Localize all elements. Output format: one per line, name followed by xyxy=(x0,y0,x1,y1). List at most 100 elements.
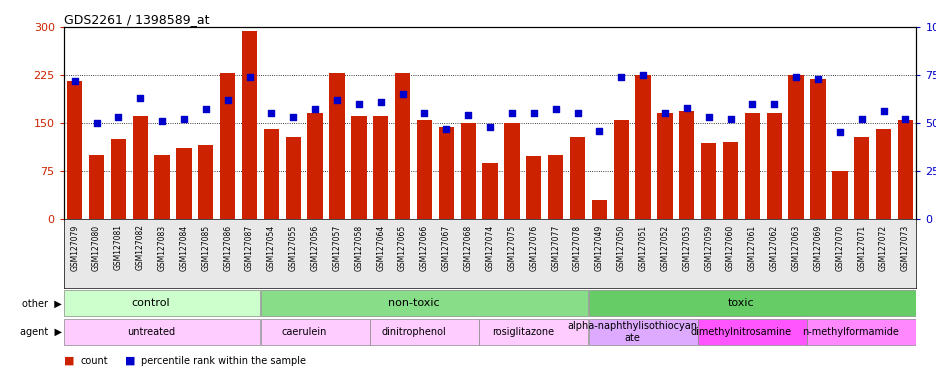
Text: GSM127050: GSM127050 xyxy=(616,224,625,271)
Bar xyxy=(831,171,846,219)
Point xyxy=(89,120,104,126)
Point xyxy=(854,116,869,122)
Text: n-methylformamide: n-methylformamide xyxy=(801,327,899,337)
Bar xyxy=(875,129,890,219)
Bar xyxy=(525,156,541,219)
Text: GSM127070: GSM127070 xyxy=(835,224,843,271)
Text: ■: ■ xyxy=(64,356,74,366)
Bar xyxy=(110,139,125,219)
Point xyxy=(264,110,279,116)
Text: GSM127067: GSM127067 xyxy=(442,224,450,271)
Point xyxy=(438,126,453,132)
Bar xyxy=(176,149,191,219)
Bar xyxy=(263,129,279,219)
Text: GSM127055: GSM127055 xyxy=(288,224,298,271)
Point xyxy=(482,124,497,130)
Bar xyxy=(635,75,650,219)
Point xyxy=(613,74,628,80)
Text: ■: ■ xyxy=(124,356,135,366)
Text: GDS2261 / 1398589_at: GDS2261 / 1398589_at xyxy=(64,13,209,26)
Bar xyxy=(613,120,628,219)
Bar xyxy=(548,155,563,219)
Bar xyxy=(307,113,322,219)
Text: GSM127049: GSM127049 xyxy=(594,224,603,271)
Point xyxy=(875,108,890,114)
Bar xyxy=(417,120,431,219)
Text: GSM127059: GSM127059 xyxy=(704,224,712,271)
Bar xyxy=(853,137,869,219)
Text: GSM127077: GSM127077 xyxy=(550,224,560,271)
Point xyxy=(176,116,191,122)
Bar xyxy=(504,123,519,219)
Bar xyxy=(64,290,260,316)
Point xyxy=(351,101,366,107)
Point xyxy=(373,99,388,105)
Text: GSM127062: GSM127062 xyxy=(769,224,778,271)
Text: dinitrophenol: dinitrophenol xyxy=(381,327,446,337)
Bar xyxy=(897,120,912,219)
Bar xyxy=(700,143,715,219)
Text: GSM127073: GSM127073 xyxy=(900,224,909,271)
Bar xyxy=(133,116,148,219)
Point xyxy=(285,114,300,120)
Text: GSM127053: GSM127053 xyxy=(681,224,691,271)
Text: GSM127076: GSM127076 xyxy=(529,224,537,271)
Text: GSM127063: GSM127063 xyxy=(791,224,799,271)
Text: toxic: toxic xyxy=(727,298,754,308)
Bar xyxy=(810,79,825,219)
Point xyxy=(198,106,213,113)
Point xyxy=(241,74,256,80)
Text: count: count xyxy=(80,356,108,366)
Text: dimethylnitrosamine: dimethylnitrosamine xyxy=(690,327,791,337)
Bar xyxy=(394,73,410,219)
Text: alpha-naphthylisothiocyan
ate: alpha-naphthylisothiocyan ate xyxy=(566,321,696,343)
Point xyxy=(395,91,410,97)
Bar xyxy=(744,113,759,219)
Text: GSM127085: GSM127085 xyxy=(201,224,210,271)
Point xyxy=(766,101,781,107)
Text: GSM127072: GSM127072 xyxy=(878,224,887,271)
Text: GSM127084: GSM127084 xyxy=(180,224,188,271)
Text: rosiglitazone: rosiglitazone xyxy=(491,327,553,337)
Bar xyxy=(351,116,366,219)
Bar xyxy=(591,200,607,219)
Point xyxy=(810,76,825,82)
Bar xyxy=(329,73,344,219)
Bar xyxy=(479,319,588,345)
Text: GSM127052: GSM127052 xyxy=(660,224,668,271)
Text: GSM127051: GSM127051 xyxy=(638,224,647,271)
Point xyxy=(307,106,322,113)
Text: GSM127061: GSM127061 xyxy=(747,224,756,271)
Point xyxy=(635,72,650,78)
Point xyxy=(329,97,344,103)
Bar xyxy=(679,111,694,219)
Text: GSM127071: GSM127071 xyxy=(856,224,865,271)
Bar xyxy=(787,75,803,219)
Bar xyxy=(807,319,915,345)
Text: GSM127083: GSM127083 xyxy=(157,224,167,271)
Point xyxy=(417,110,431,116)
Text: GSM127082: GSM127082 xyxy=(136,224,144,270)
Bar xyxy=(220,73,235,219)
Text: control: control xyxy=(132,298,170,308)
Bar xyxy=(285,137,300,219)
Bar xyxy=(89,155,104,219)
Text: GSM127080: GSM127080 xyxy=(92,224,101,271)
Text: non-toxic: non-toxic xyxy=(388,298,439,308)
Point xyxy=(657,110,672,116)
Point xyxy=(504,110,519,116)
Point xyxy=(133,95,148,101)
Text: agent  ▶: agent ▶ xyxy=(20,327,62,337)
Text: GSM127066: GSM127066 xyxy=(419,224,429,271)
Point xyxy=(723,116,738,122)
Point xyxy=(569,110,584,116)
Text: GSM127078: GSM127078 xyxy=(573,224,581,271)
Text: percentile rank within the sample: percentile rank within the sample xyxy=(140,356,305,366)
Bar xyxy=(241,31,256,219)
Point xyxy=(548,106,563,113)
Bar xyxy=(260,290,588,316)
Bar xyxy=(373,116,388,219)
Point xyxy=(67,78,82,84)
Text: GSM127056: GSM127056 xyxy=(311,224,319,271)
Bar xyxy=(588,319,696,345)
